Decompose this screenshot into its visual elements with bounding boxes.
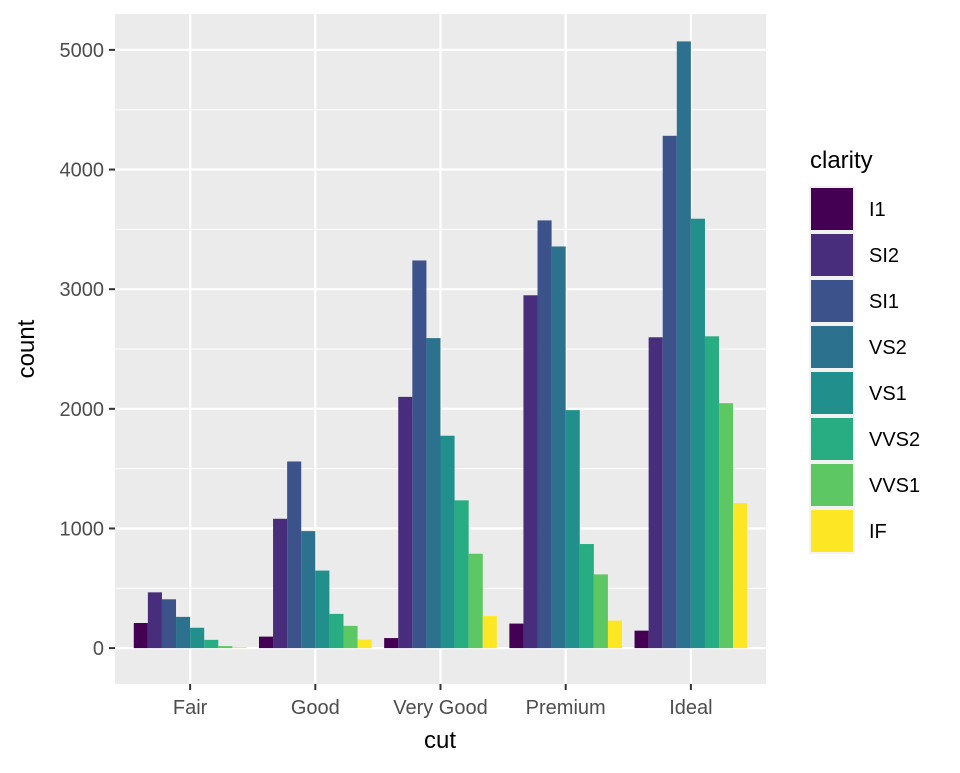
legend-swatch-SI1 bbox=[811, 280, 853, 322]
bar-SI2-Ideal bbox=[648, 337, 663, 649]
legend: clarity I1 SI2 SI1 VS2 VS1 VVS2 VVS1 IF bbox=[809, 147, 920, 554]
bars bbox=[133, 41, 748, 649]
y-tick-label: 4000 bbox=[60, 160, 105, 182]
bar-IF-Ideal bbox=[733, 503, 748, 649]
bar-VVS1-Good bbox=[343, 625, 358, 649]
bar-VS1-Good bbox=[315, 570, 330, 649]
legend-label-SI2: SI2 bbox=[869, 245, 899, 267]
x-tick-label: Fair bbox=[173, 697, 208, 719]
bar-VVS2-Very Good bbox=[454, 500, 469, 649]
x-axis-title: cut bbox=[424, 727, 456, 754]
bar-VS2-Premium bbox=[551, 246, 566, 649]
bar-VS2-Very Good bbox=[426, 338, 441, 649]
legend-label-VS2: VS2 bbox=[869, 337, 907, 359]
y-axis-title: count bbox=[13, 319, 40, 378]
y-tick-label: 3000 bbox=[60, 279, 105, 301]
bar-I1-Premium bbox=[509, 623, 524, 649]
axes: 0 1000 2000 3000 4000 5000 Fair Good Very Good Pr… bbox=[60, 40, 713, 719]
bar-I1-Very Good bbox=[384, 638, 399, 649]
bar-I1-Ideal bbox=[634, 630, 649, 649]
x-tick-label: Ideal bbox=[669, 697, 712, 719]
bar-SI2-Very Good bbox=[398, 396, 413, 649]
bar-IF-Premium bbox=[607, 620, 623, 649]
bar-VS2-Fair bbox=[176, 616, 191, 649]
x-tick-label: Premium bbox=[526, 697, 606, 719]
legend-label-VVS2: VVS2 bbox=[869, 429, 920, 451]
legend-swatch-IF bbox=[811, 510, 853, 552]
bar-SI1-Fair bbox=[161, 599, 177, 649]
bar-VS2-Ideal bbox=[676, 41, 691, 649]
y-tick-label: 0 bbox=[93, 638, 104, 660]
bar-VVS2-Fair bbox=[204, 639, 219, 649]
bar-SI1-Very Good bbox=[412, 260, 427, 649]
bar-IF-Good bbox=[357, 639, 372, 649]
bar-VS2-Good bbox=[301, 531, 316, 649]
bar-SI1-Premium bbox=[537, 220, 552, 649]
bar-VVS2-Premium bbox=[579, 544, 594, 649]
bar-VS1-Ideal bbox=[690, 218, 705, 649]
legend-label-VS1: VS1 bbox=[869, 383, 907, 405]
bar-VVS1-Fair bbox=[218, 646, 233, 649]
y-tick-label: 2000 bbox=[60, 399, 105, 421]
bar-VS1-Premium bbox=[565, 410, 580, 649]
legend-swatch-SI2 bbox=[811, 234, 853, 276]
bar-VS1-Fair bbox=[190, 627, 205, 649]
legend-label-VVS1: VVS1 bbox=[869, 475, 920, 497]
bar-VVS1-Ideal bbox=[719, 403, 734, 649]
bar-VS1-Very Good bbox=[440, 435, 455, 649]
bar-IF-Fair bbox=[232, 647, 247, 649]
bar-VVS2-Good bbox=[329, 613, 344, 649]
x-tick-label: Very Good bbox=[393, 697, 488, 719]
bar-SI1-Ideal bbox=[662, 135, 677, 649]
legend-title: clarity bbox=[810, 147, 873, 174]
bar-SI1-Good bbox=[287, 461, 302, 649]
bar-I1-Fair bbox=[133, 622, 148, 649]
bar-SI2-Fair bbox=[147, 592, 162, 649]
legend-swatch-VS1 bbox=[811, 372, 853, 414]
legend-label-IF: IF bbox=[869, 521, 887, 543]
bar-VVS1-Premium bbox=[593, 574, 608, 649]
legend-swatch-I1 bbox=[811, 188, 853, 230]
y-tick-label: 5000 bbox=[60, 40, 105, 62]
bar-VVS2-Ideal bbox=[704, 336, 720, 649]
bar-SI2-Premium bbox=[523, 295, 538, 649]
bar-SI2-Good bbox=[273, 518, 288, 649]
legend-label-SI1: SI1 bbox=[869, 291, 899, 313]
legend-label-I1: I1 bbox=[869, 199, 886, 221]
bar-VVS1-Very Good bbox=[468, 553, 483, 649]
legend-swatch-VVS1 bbox=[811, 464, 853, 506]
y-tick-label: 1000 bbox=[60, 518, 105, 540]
legend-swatch-VS2 bbox=[811, 326, 853, 368]
bar-IF-Very Good bbox=[482, 616, 497, 649]
legend-swatch-VVS2 bbox=[811, 418, 853, 460]
bar-I1-Good bbox=[258, 636, 274, 649]
x-tick-label: Good bbox=[291, 697, 340, 719]
